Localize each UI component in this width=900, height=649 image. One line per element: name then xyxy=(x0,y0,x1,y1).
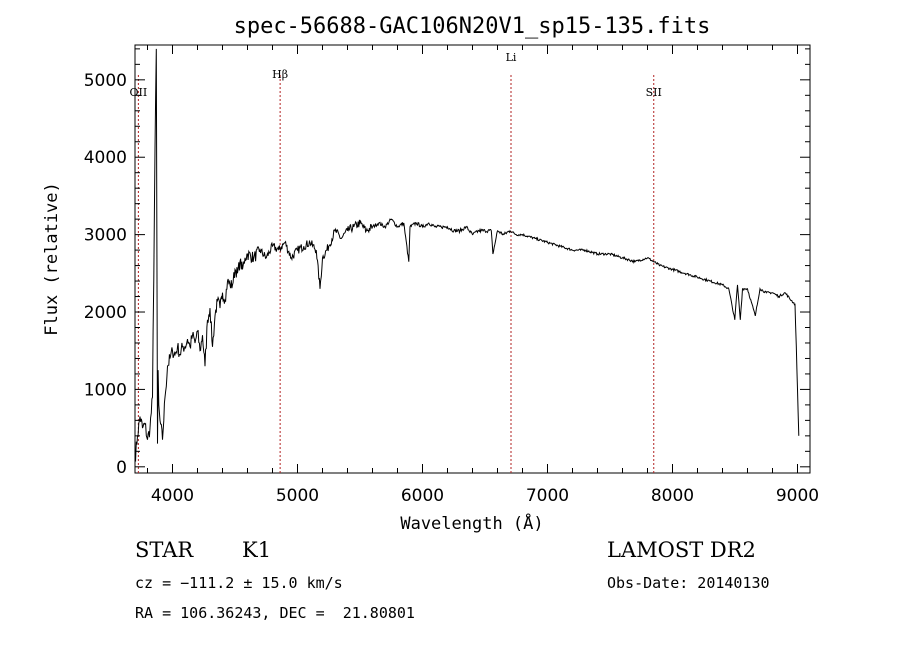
marker-label: OII xyxy=(130,86,148,99)
survey-name: LAMOST DR2 xyxy=(607,538,756,562)
y-tick-label: 0 xyxy=(116,458,127,478)
x-tick-label: 9000 xyxy=(776,486,819,506)
redshift-velocity: cz = −111.2 ± 15.0 km/s xyxy=(135,574,343,592)
observation-date: Obs-Date: 20140130 xyxy=(607,574,770,592)
x-tick-label: 5000 xyxy=(276,486,319,506)
y-tick-label: 3000 xyxy=(84,226,127,246)
x-axis-label: Wavelength (Å) xyxy=(400,512,543,534)
marker-label: SII xyxy=(646,86,662,99)
x-tick-label: 4000 xyxy=(151,486,194,506)
x-tick-label: 7000 xyxy=(526,486,569,506)
marker-label: Hβ xyxy=(272,68,288,81)
axis-ticks xyxy=(135,45,810,473)
y-tick-label: 4000 xyxy=(84,148,127,168)
marker-label: Li xyxy=(506,51,517,64)
chart-title: spec-56688-GAC106N20V1_sp15-135.fits xyxy=(234,14,711,39)
plot-frame xyxy=(134,44,811,474)
y-tick-label: 2000 xyxy=(84,303,127,323)
y-tick-labels: 0 1000 2000 3000 4000 5000 xyxy=(84,71,127,478)
x-tick-label: 8000 xyxy=(651,486,694,506)
y-axis-label: Flux (relative) xyxy=(42,182,62,336)
x-tick-label: 6000 xyxy=(401,486,444,506)
x-tick-labels: 4000 5000 6000 7000 8000 9000 xyxy=(151,486,819,506)
emission-line-markers: OII Hβ Li SII xyxy=(130,51,662,473)
object-subclass: K1 xyxy=(242,538,272,562)
y-tick-label: 5000 xyxy=(84,71,127,91)
y-tick-label: 1000 xyxy=(84,380,127,400)
spectrum-series-line xyxy=(134,48,800,463)
ra-dec-coordinates: RA = 106.36243, DEC = 21.80801 xyxy=(135,604,415,622)
object-class: STAR xyxy=(135,538,194,562)
